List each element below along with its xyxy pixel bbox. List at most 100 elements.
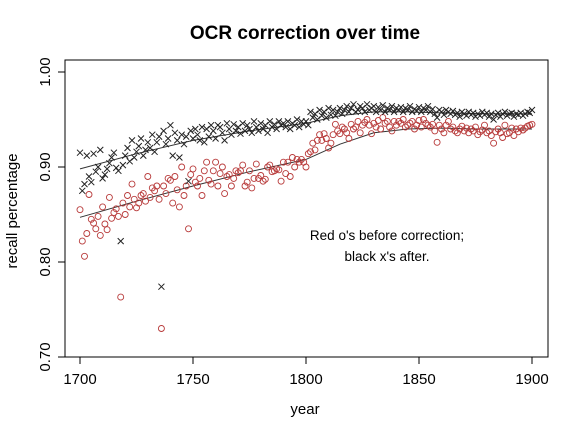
point-o xyxy=(196,174,204,182)
point-o xyxy=(96,231,104,239)
point-x xyxy=(257,119,265,127)
point-x xyxy=(354,106,362,114)
point-o xyxy=(216,170,224,178)
point-x xyxy=(115,167,122,175)
point-x xyxy=(110,149,118,157)
y-axis: 0.70 0.80 0.90 1.00 xyxy=(37,57,65,372)
point-o xyxy=(171,173,179,180)
point-x xyxy=(343,102,351,110)
point-o xyxy=(198,192,206,199)
point-x xyxy=(96,146,104,154)
point-o xyxy=(444,117,452,125)
point-x xyxy=(92,168,100,176)
point-o xyxy=(501,121,509,129)
point-o xyxy=(157,325,165,332)
point-x xyxy=(399,108,407,116)
point-o xyxy=(137,192,145,199)
point-o xyxy=(291,163,299,171)
y-axis-label: recall percentage xyxy=(4,153,21,268)
point-x xyxy=(223,119,231,127)
point-x xyxy=(524,108,531,116)
point-x xyxy=(291,121,299,129)
point-o xyxy=(390,117,398,125)
point-o xyxy=(469,127,477,135)
point-x xyxy=(99,175,106,182)
point-o xyxy=(424,121,432,129)
point-x xyxy=(178,131,186,139)
point-o xyxy=(180,192,188,199)
point-o xyxy=(223,173,231,180)
point-x xyxy=(135,142,143,150)
point-x xyxy=(106,159,113,167)
point-x xyxy=(325,104,332,112)
y-tick-label: 0.70 xyxy=(37,342,54,371)
point-x xyxy=(284,118,292,125)
point-x xyxy=(160,127,167,135)
point-o xyxy=(160,182,168,190)
point-o xyxy=(345,135,353,142)
point-o xyxy=(252,160,260,168)
point-o xyxy=(406,119,414,127)
point-o xyxy=(101,220,109,228)
point-x xyxy=(341,106,348,114)
point-o xyxy=(442,121,450,129)
point-o xyxy=(322,135,330,142)
point-o xyxy=(108,214,116,222)
point-o xyxy=(399,116,407,123)
point-o xyxy=(76,206,84,214)
point-o xyxy=(517,124,525,132)
point-o xyxy=(490,139,498,147)
point-o xyxy=(316,131,324,139)
point-o xyxy=(99,203,107,211)
point-o xyxy=(164,174,172,182)
point-o xyxy=(374,117,382,124)
point-o xyxy=(209,167,217,175)
point-x xyxy=(207,121,215,129)
point-o xyxy=(284,158,292,166)
point-o xyxy=(83,230,91,237)
point-o xyxy=(481,121,488,129)
point-o xyxy=(155,195,163,203)
point-o xyxy=(94,212,102,220)
x-tick-label: 1850 xyxy=(402,371,435,388)
point-x xyxy=(216,123,224,131)
point-o xyxy=(230,174,238,182)
point-o xyxy=(438,125,446,133)
point-x xyxy=(155,133,163,140)
x-tick-label: 1700 xyxy=(63,371,96,388)
point-x xyxy=(200,138,208,146)
point-o xyxy=(264,163,272,171)
point-o xyxy=(417,123,425,131)
point-x xyxy=(243,121,251,129)
point-o xyxy=(162,190,170,198)
point-o xyxy=(451,127,459,135)
point-o xyxy=(221,190,229,198)
point-x xyxy=(422,106,430,114)
annotation-line-2: black x's after. xyxy=(344,249,429,264)
point-x xyxy=(128,137,136,144)
point-o xyxy=(153,182,161,190)
point-o xyxy=(304,150,312,158)
point-o xyxy=(440,129,448,137)
point-o xyxy=(279,158,287,166)
point-o xyxy=(105,193,113,201)
point-x xyxy=(304,121,312,129)
data-points xyxy=(76,100,536,332)
point-x xyxy=(171,129,179,137)
point-x xyxy=(124,144,131,152)
point-o xyxy=(331,120,339,128)
point-x xyxy=(137,135,145,142)
point-o xyxy=(214,182,222,190)
point-x xyxy=(108,154,115,161)
point-x xyxy=(83,152,91,159)
point-x xyxy=(282,123,290,131)
point-x xyxy=(87,178,95,186)
point-o xyxy=(135,199,143,207)
point-o xyxy=(286,173,294,180)
point-o xyxy=(519,126,527,134)
point-x xyxy=(173,137,181,144)
point-o xyxy=(388,127,396,135)
point-o xyxy=(435,121,443,129)
point-x xyxy=(318,112,326,120)
point-x xyxy=(78,187,86,195)
